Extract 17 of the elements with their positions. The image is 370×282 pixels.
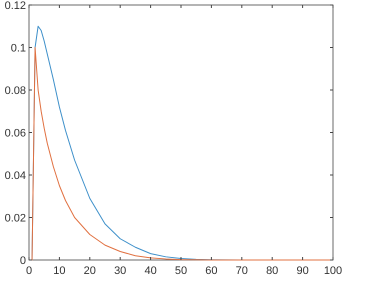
x-tick-label: 10: [53, 265, 66, 277]
x-tick-label: 30: [114, 265, 126, 277]
x-tick-label: 70: [236, 265, 248, 277]
y-tick-label: 0.1: [10, 42, 26, 54]
x-tick-label: 100: [324, 265, 342, 277]
y-tick-label: 0.02: [4, 212, 26, 224]
x-tick-label: 80: [266, 265, 278, 277]
x-tick-label: 40: [144, 265, 157, 277]
x-tick-label: 50: [174, 265, 188, 277]
y-tick-label: 0.06: [4, 128, 26, 140]
y-tick-label: 0: [20, 255, 26, 267]
y-tick-label: 0.08: [4, 85, 26, 97]
y-tick-label: 0.04: [4, 170, 26, 182]
x-tick-label: 60: [205, 265, 218, 277]
y-tick-label: 0.12: [4, 0, 26, 12]
x-tick-label: 90: [296, 265, 309, 277]
x-tick-label: 20: [84, 265, 96, 277]
